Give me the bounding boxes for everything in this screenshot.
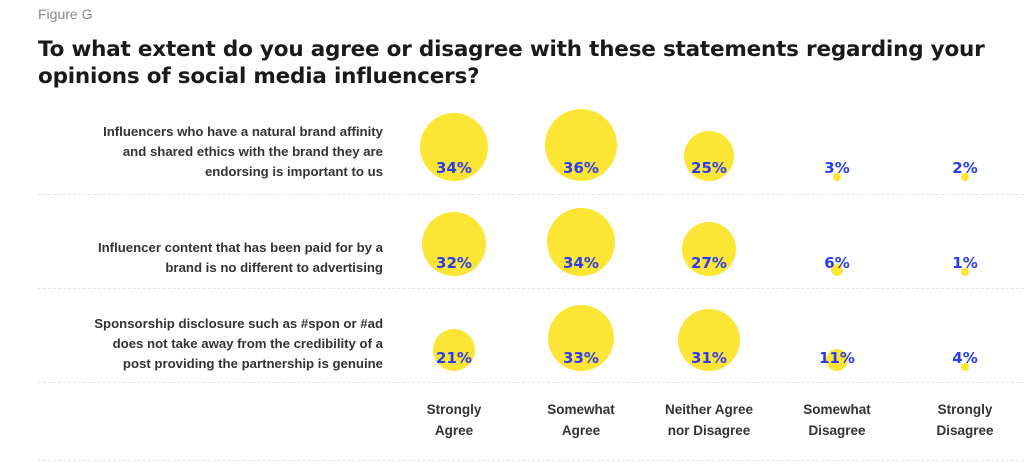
value-label: 36% — [563, 159, 599, 177]
bubble — [548, 305, 614, 371]
value-label: 4% — [952, 349, 978, 367]
row-divider — [38, 460, 1024, 461]
bubble — [961, 268, 969, 276]
category-label: Neither Agree nor Disagree — [649, 399, 769, 441]
value-label: 34% — [436, 159, 472, 177]
row-divider — [38, 382, 1024, 383]
value-label: 11% — [819, 349, 855, 367]
value-label: 31% — [691, 349, 727, 367]
row-label-line: endorsing is important to us — [204, 164, 383, 179]
row-label-line: does not take away from the credibility … — [112, 336, 383, 351]
value-label: 2% — [952, 159, 978, 177]
value-label: 32% — [436, 254, 472, 272]
value-label: 34% — [563, 254, 599, 272]
row-label-line: brand is no different to advertising — [165, 260, 383, 275]
row-divider — [38, 288, 1024, 289]
value-label: 25% — [691, 159, 727, 177]
row-label-line: Influencers who have a natural brand aff… — [103, 124, 383, 139]
category-label-line: Agree — [561, 423, 601, 438]
category-label-line: Disagree — [808, 423, 866, 438]
row-label-line: Influencer content that has been paid fo… — [97, 240, 383, 255]
value-label: 6% — [824, 254, 850, 272]
row-label-line: Sponsorship disclosure such as #spon or … — [94, 316, 383, 331]
category-label-line: Somewhat — [803, 402, 871, 417]
bubble — [545, 109, 617, 181]
value-label: 21% — [436, 349, 472, 367]
category-label-line: Somewhat — [547, 402, 615, 417]
bubble — [682, 222, 736, 276]
row-label-line: post providing the partnership is genuin… — [122, 356, 383, 371]
category-label-line: nor Disagree — [667, 423, 751, 438]
value-label: 33% — [563, 349, 599, 367]
row-label-line: and shared ethics with the brand they ar… — [122, 144, 383, 159]
chart-title: To what extent do you agree or disagree … — [38, 37, 985, 89]
category-label-line: Strongly — [426, 402, 482, 417]
bubble — [547, 208, 615, 276]
category-label: Strongly Agree — [394, 399, 514, 441]
bubble — [833, 173, 841, 181]
category-label-line: Neither Agree — [664, 402, 754, 417]
category-label-line: Strongly — [937, 402, 993, 417]
figure-label: Figure G — [38, 6, 93, 22]
row-label: Sponsorship disclosure such as #spon or … — [23, 314, 383, 374]
bubble — [420, 113, 488, 181]
bubble — [831, 264, 843, 276]
row-divider — [38, 194, 1024, 195]
bubble — [961, 173, 969, 181]
value-label: 1% — [952, 254, 978, 272]
bubble — [961, 363, 969, 371]
row-label: Influencer content that has been paid fo… — [23, 238, 383, 278]
category-label-line: Disagree — [936, 423, 994, 438]
bubble — [422, 212, 486, 276]
row-label: Influencers who have a natural brand aff… — [23, 122, 383, 182]
category-label: Somewhat Disagree — [777, 399, 897, 441]
value-label: 3% — [824, 159, 850, 177]
value-label: 27% — [691, 254, 727, 272]
bubble — [433, 329, 475, 371]
category-label-line: Agree — [434, 423, 474, 438]
bubble — [684, 131, 734, 181]
category-label: Strongly Disagree — [905, 399, 1024, 441]
category-label: Somewhat Agree — [521, 399, 641, 441]
bubble — [678, 309, 740, 371]
bubble — [826, 349, 848, 371]
